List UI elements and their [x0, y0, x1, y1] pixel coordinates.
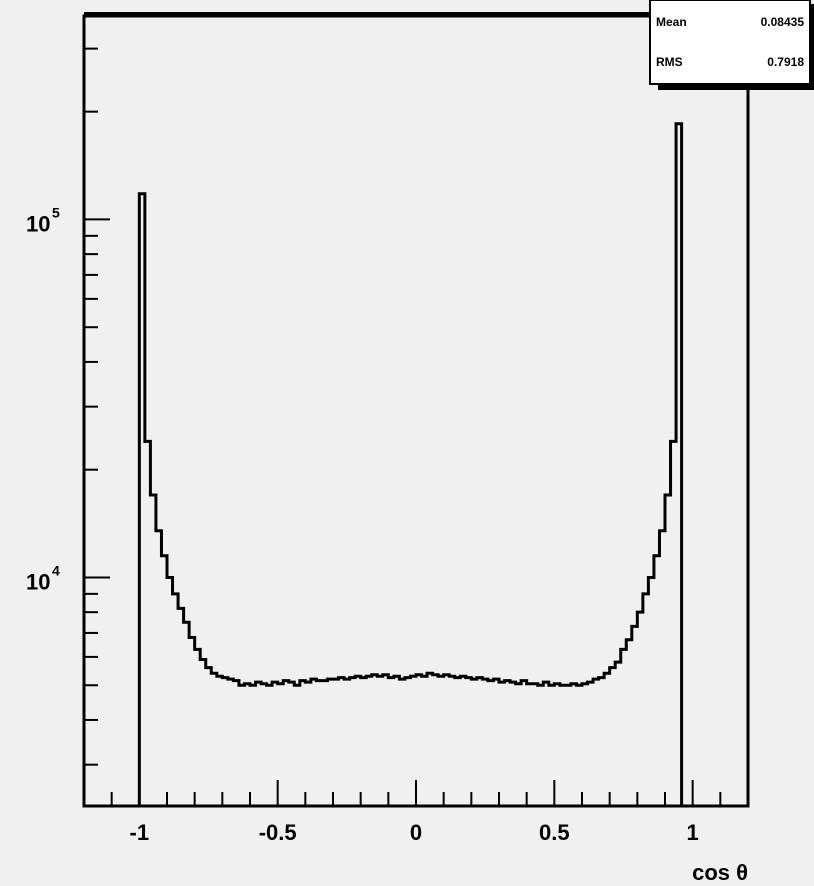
- x-tick-label: -0.5: [259, 820, 297, 845]
- plot-frame: [82, 14, 750, 808]
- x-tick-label: 0: [410, 820, 422, 845]
- y-tick-exponent: 5: [52, 204, 60, 220]
- x-tick-label: -1: [130, 820, 150, 845]
- stats-mean-label: Mean: [656, 15, 687, 29]
- x-tick-label: 0.5: [539, 820, 570, 845]
- axis-ticks: [84, 47, 722, 806]
- x-tick-labels: -1 -0.5 0 0.5 1: [130, 820, 699, 845]
- y-tick-label: 10: [26, 211, 50, 236]
- histogram-line: [137, 122, 684, 806]
- stats-rms-value: 0.7918: [767, 55, 804, 69]
- stats-rms-label: RMS: [656, 55, 683, 69]
- x-tick-label: 1: [687, 820, 699, 845]
- y-tick-exponent: 4: [52, 562, 60, 578]
- stats-mean-value: 0.08435: [761, 15, 805, 29]
- x-axis-title: cos θ: [692, 860, 748, 885]
- y-tick-label: 10: [26, 569, 50, 594]
- stats-box: Mean 0.08435 RMS 0.7918: [649, 0, 814, 90]
